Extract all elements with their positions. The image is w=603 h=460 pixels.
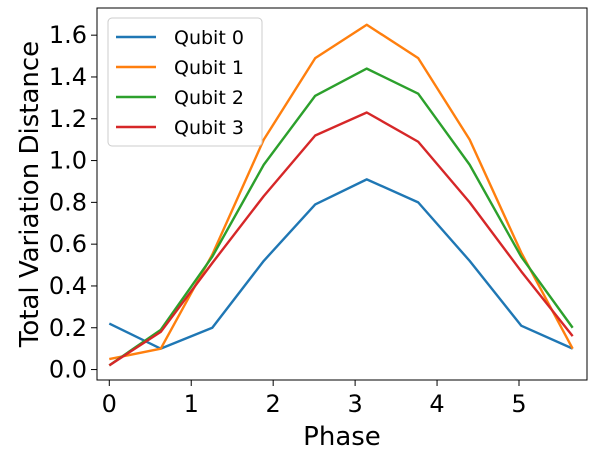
y-tick-label: 1.6	[49, 21, 87, 49]
y-tick-label: 1.4	[49, 63, 87, 91]
y-axis: 0.0 0.2 0.4 0.6 0.8 1.0 1.2 1.4 1.6	[49, 21, 97, 384]
legend-label: Qubit 1	[174, 57, 244, 79]
legend-label: Qubit 2	[174, 87, 244, 109]
y-axis-label: Total Variation Distance	[15, 41, 45, 348]
x-tick-label: 2	[266, 390, 281, 418]
legend-box	[107, 17, 263, 147]
y-tick-label: 0.6	[49, 230, 87, 258]
x-tick-label: 5	[511, 390, 526, 418]
legend-label: Qubit 0	[174, 27, 244, 49]
series-line-2	[108, 67, 574, 367]
y-tick-label: 0.4	[49, 272, 87, 300]
series-line-1	[109, 23, 574, 361]
y-tick-label: 0.2	[49, 314, 87, 342]
x-tick-label: 0	[102, 390, 117, 418]
series-line-0	[108, 178, 574, 350]
legend: Qubit 0 Qubit 1 Qubit 2 Qubit 3	[107, 17, 263, 147]
series-line-3	[108, 111, 574, 367]
legend-label: Qubit 3	[174, 117, 244, 139]
y-tick-label: 1.2	[49, 105, 87, 133]
x-axis-label: Phase	[303, 422, 381, 452]
series-layer	[108, 23, 574, 367]
y-tick-label: 1.0	[49, 147, 87, 175]
plot-frame	[96, 7, 588, 381]
x-tick-label: 4	[429, 390, 444, 418]
y-tick-label: 0.0	[49, 356, 87, 384]
x-tick-label: 3	[347, 390, 362, 418]
x-tick-label: 1	[184, 390, 199, 418]
y-tick-label: 0.8	[49, 188, 87, 216]
x-axis: 0 1 2 3 4 5	[102, 380, 527, 418]
